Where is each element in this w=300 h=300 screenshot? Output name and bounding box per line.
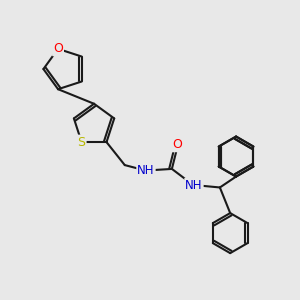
Text: NH: NH [185,178,203,192]
Text: NH: NH [137,164,155,177]
Text: O: O [53,42,63,56]
Text: O: O [172,138,182,151]
Text: S: S [78,136,86,148]
